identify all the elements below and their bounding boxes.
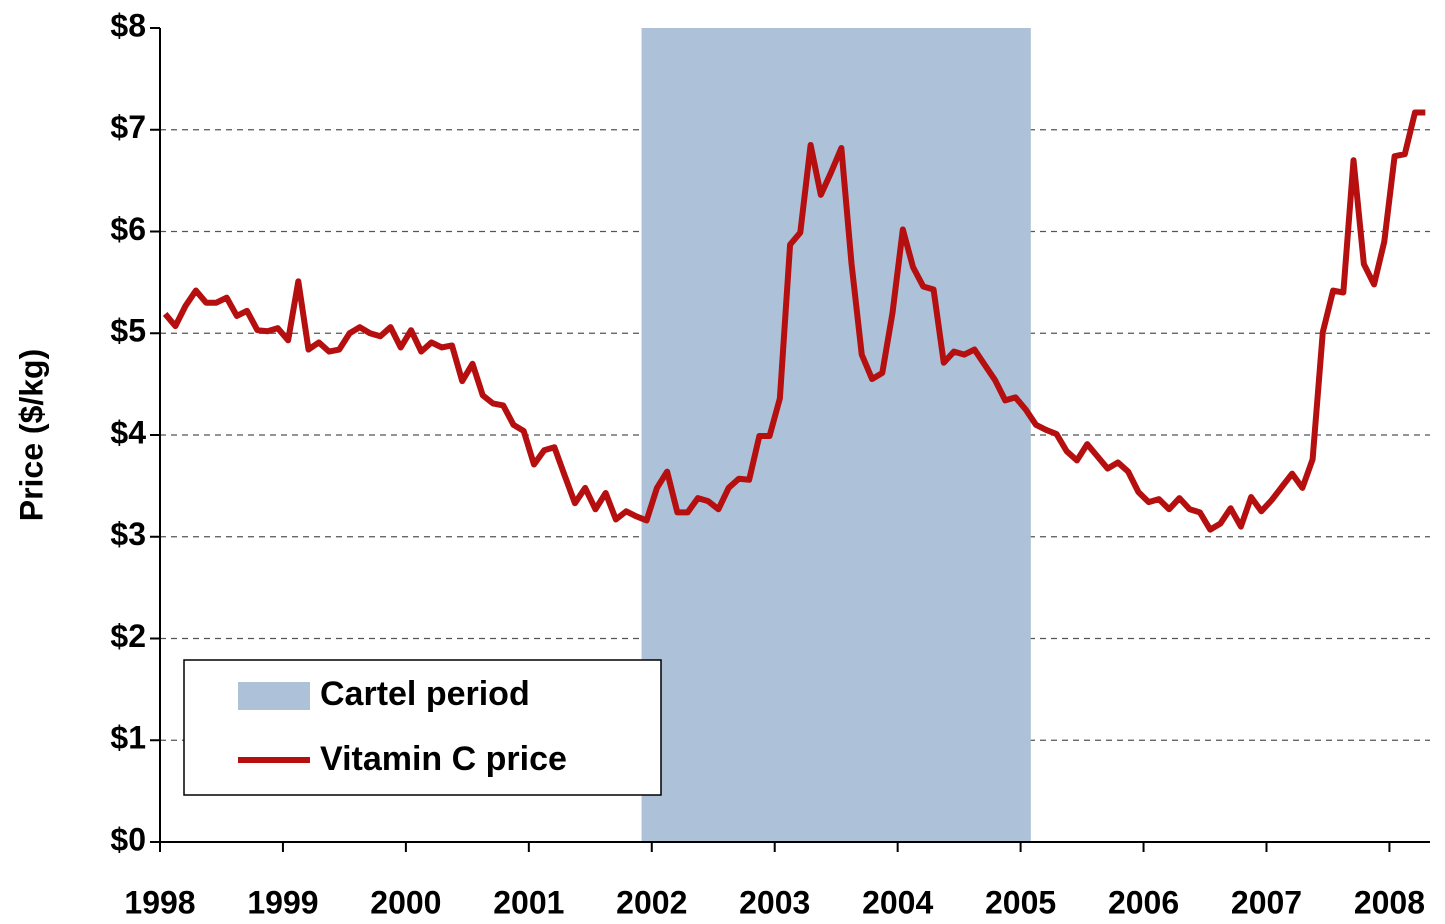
x-tick-label: 2007 [1231, 884, 1302, 920]
y-tick-label: $3 [110, 516, 146, 552]
x-tick-label: 2001 [493, 884, 564, 920]
legend-swatch [238, 682, 310, 710]
x-tick-label: 2000 [370, 884, 441, 920]
legend-label: Cartel period [320, 675, 530, 713]
x-tick-label: 1998 [124, 884, 195, 920]
y-tick-label: $6 [110, 211, 146, 247]
x-tick-label: 2002 [616, 884, 687, 920]
y-tick-label: $5 [110, 313, 146, 349]
y-tick-label: $8 [110, 7, 146, 43]
x-tick-label: 2008 [1354, 884, 1425, 920]
x-tick-label: 2003 [739, 884, 810, 920]
y-tick-label: $4 [110, 414, 146, 450]
x-tick-label: 2004 [862, 884, 933, 920]
price-line [162, 109, 1426, 533]
y-axis-label: Price ($/kg) [13, 349, 49, 522]
legend-label: Vitamin C price [320, 740, 567, 778]
y-tick-label: $0 [110, 821, 146, 857]
y-tick-label: $1 [110, 720, 146, 756]
y-tick-label: $7 [110, 109, 146, 145]
y-tick-label: $2 [110, 618, 146, 654]
x-tick-label: 2006 [1108, 884, 1179, 920]
legend: Cartel period Vitamin C price [183, 659, 662, 796]
x-tick-label: 1999 [247, 884, 318, 920]
x-tick-label: 2005 [985, 884, 1056, 920]
shaded-region [641, 28, 1031, 842]
